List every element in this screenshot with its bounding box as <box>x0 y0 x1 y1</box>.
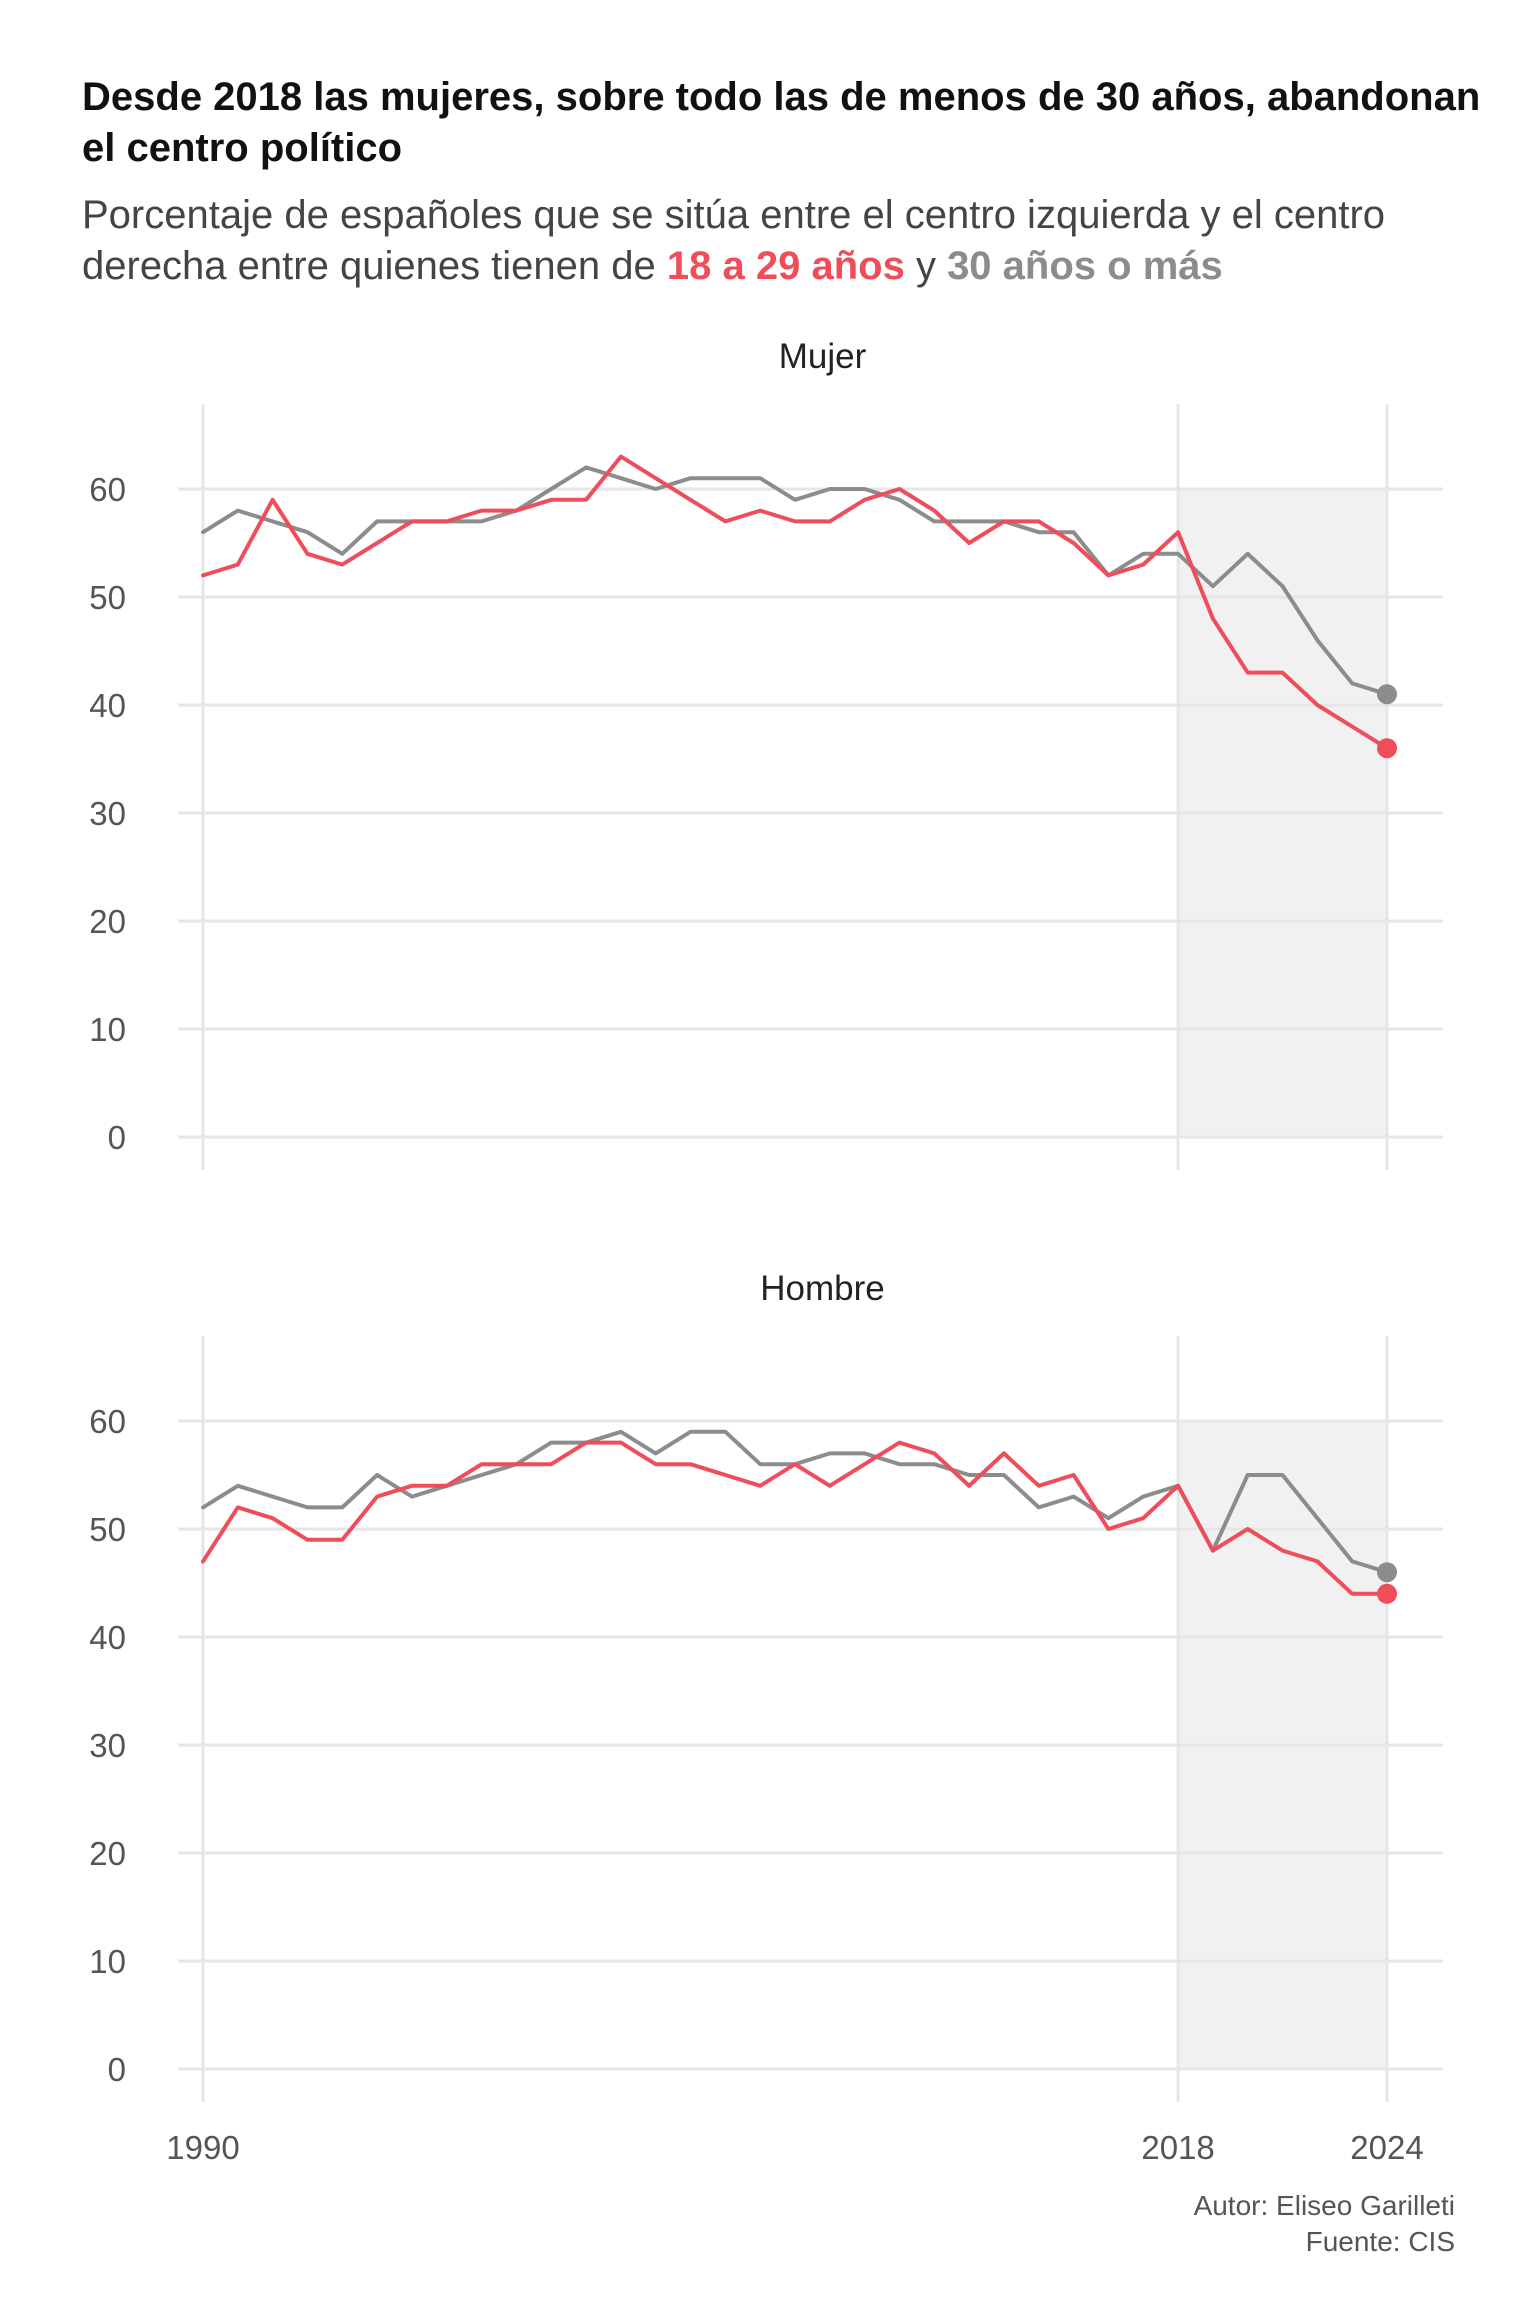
chart-title: Desde 2018 las mujeres, sobre todo las d… <box>82 75 1481 170</box>
chart-subtitle: Porcentaje de españoles que se sitúa ent… <box>82 190 1482 292</box>
series-end-point <box>1377 1562 1397 1583</box>
y-tick-label: 60 <box>89 1403 126 1440</box>
subtitle-old-label: 30 años o más <box>947 244 1223 288</box>
x-tick-label: 1990 <box>166 2129 239 2166</box>
y-tick-label: 50 <box>89 579 126 616</box>
subtitle-text: Porcentaje de españoles que se sitúa ent… <box>82 193 1386 288</box>
subtitle-connector: y <box>904 244 948 288</box>
source-credit: Fuente: CIS <box>1305 2226 1455 2257</box>
y-tick-label: 20 <box>89 1835 126 1872</box>
y-tick-label: 0 <box>108 1119 126 1156</box>
series-end-point <box>1377 738 1397 759</box>
y-tick-label: 10 <box>89 1011 126 1048</box>
y-tick-label: 30 <box>89 1727 126 1764</box>
series-line <box>201 1440 1389 1596</box>
y-tick-label: 30 <box>89 795 126 832</box>
series-line <box>201 454 1389 751</box>
x-tick-label: 2018 <box>1141 2129 1214 2166</box>
y-tick-label: 40 <box>89 1619 126 1656</box>
y-tick-label: 40 <box>89 687 126 724</box>
y-tick-label: 50 <box>89 1511 126 1548</box>
y-tick-label: 20 <box>89 903 126 940</box>
y-tick-label: 0 <box>108 2051 126 2088</box>
y-tick-label: 60 <box>89 471 126 508</box>
series-end-point <box>1377 1583 1397 1604</box>
series-end-point <box>1377 684 1397 705</box>
subtitle-young-label: 18 a 29 años <box>666 244 905 288</box>
panel-title: Mujer <box>779 337 867 376</box>
author-credit: Autor: Eliseo Garilleti <box>1193 2190 1455 2221</box>
x-tick-label: 2024 <box>1350 2129 1423 2166</box>
panel-title: Hombre <box>760 1269 884 1308</box>
chart-footer: Autor: Eliseo Garilleti Fuente: CIS <box>1194 2188 1455 2260</box>
y-tick-label: 10 <box>89 1943 126 1980</box>
